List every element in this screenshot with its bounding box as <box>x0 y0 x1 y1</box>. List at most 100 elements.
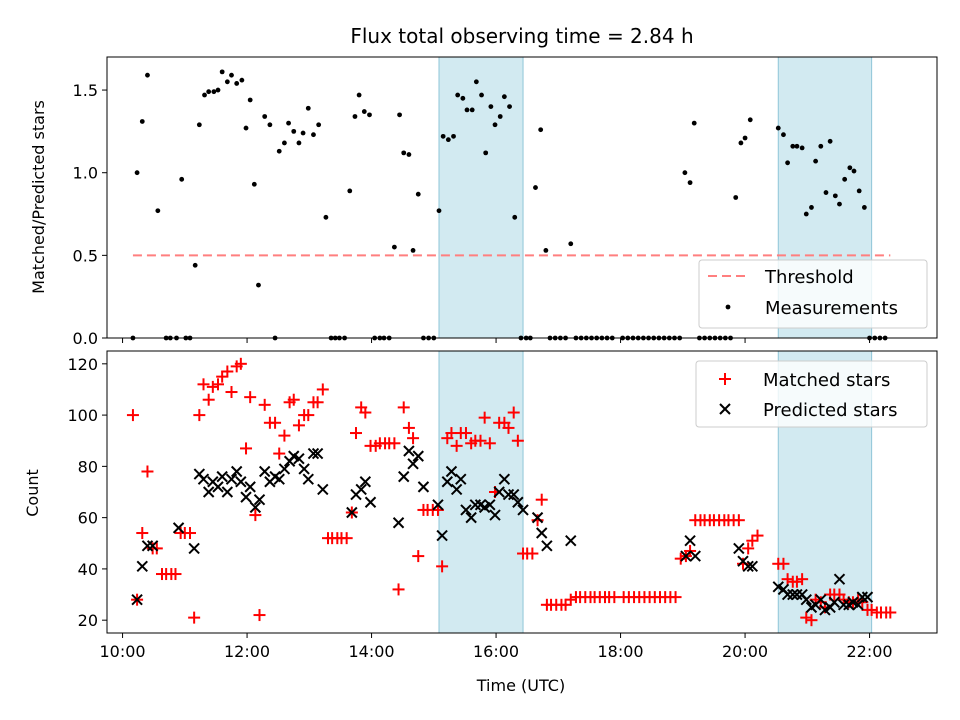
measurement-point <box>305 105 311 111</box>
measurement-point <box>492 122 498 128</box>
measurement-point <box>469 107 475 113</box>
matched-star-point <box>136 527 149 540</box>
measurement-point <box>192 262 198 268</box>
measurement-point <box>276 148 282 154</box>
count-x-tick-label: 22:00 <box>847 642 893 661</box>
measurement-point <box>440 133 446 139</box>
measurement-point <box>451 133 456 139</box>
matched-star-point <box>225 386 238 399</box>
matched-star-point <box>388 437 401 450</box>
ratio-y-tick-label: 0.5 <box>73 246 98 265</box>
measurement-point <box>206 89 212 95</box>
measurement-point <box>682 170 688 176</box>
measurement-point <box>243 125 249 131</box>
matched-star-point <box>206 380 219 393</box>
measurement-point <box>568 241 574 247</box>
measurement-point <box>794 143 800 149</box>
matched-star-point <box>253 609 266 622</box>
measurement-point <box>455 92 461 98</box>
predicted-star-point <box>230 465 243 478</box>
matched-star-point <box>244 391 257 404</box>
measurement-point <box>842 176 848 182</box>
measurement-point <box>501 94 507 100</box>
matched-star-point <box>459 427 472 440</box>
predicted-star-point <box>517 504 529 516</box>
matched-star-point <box>141 465 154 478</box>
ratio-y-axis-label: Matched/Predicted stars <box>29 100 48 294</box>
measurement-point <box>827 138 833 144</box>
matched-star-point <box>350 427 362 440</box>
measurement-point <box>488 104 494 109</box>
predicted-star-point <box>278 463 291 475</box>
predicted-star-point <box>436 529 448 542</box>
predicted-star-point <box>407 458 419 470</box>
matched-star-point <box>287 393 300 406</box>
measurement-point <box>847 165 853 171</box>
matched-star-point <box>478 411 491 424</box>
matched-star-point <box>790 575 803 588</box>
matched-star-point <box>302 409 315 422</box>
measurement-point <box>367 112 372 118</box>
predicted-star-point <box>188 542 200 555</box>
count-y-tick-label: 120 <box>67 355 98 374</box>
predicted-star-point <box>403 445 415 457</box>
predicted-star-point <box>680 550 692 562</box>
matched-star-point <box>531 514 544 527</box>
predicted-star-point <box>450 483 463 496</box>
measurement-point <box>234 81 240 86</box>
predicted-star-point <box>359 476 372 488</box>
matched-star-point <box>407 432 420 445</box>
measurement-point <box>262 114 268 119</box>
matched-star-point <box>781 573 794 586</box>
predicted-star-point <box>791 588 803 601</box>
measurement-point <box>861 205 867 210</box>
matched-star-point <box>216 370 229 383</box>
measurement-point <box>391 244 397 250</box>
measurement-point <box>803 211 809 217</box>
measurement-point <box>832 193 838 199</box>
predicted-star-point <box>852 599 864 611</box>
ratio-plot-frame <box>106 56 938 339</box>
measurement-point <box>296 140 302 146</box>
matched-star-point <box>234 357 247 370</box>
predicted-star-point <box>455 473 467 485</box>
matched-star-point <box>150 542 163 555</box>
predicted-star-point <box>498 473 511 485</box>
measurement-point <box>256 282 261 288</box>
predicted-star-point <box>307 447 320 460</box>
measurement-point <box>219 69 225 75</box>
matched-star-point <box>273 447 286 460</box>
measurement-point <box>687 180 693 186</box>
matched-star-point <box>359 406 372 419</box>
count-plot-frame <box>106 350 938 634</box>
predicted-star-point <box>392 517 405 529</box>
predicted-star-point <box>742 560 754 573</box>
ratio-legend-box <box>698 259 928 329</box>
predicted-star-point <box>746 560 759 573</box>
measurement-point <box>239 77 245 83</box>
predicted-star-point <box>298 463 310 475</box>
count-y-tick-label: 60 <box>78 509 98 528</box>
measurement-point <box>361 109 367 114</box>
count-y-ticks: 20 40 60 80 100 120 <box>67 355 107 630</box>
measurement-point <box>215 87 221 93</box>
predicted-star-point <box>833 573 846 585</box>
measurement-point <box>211 89 217 95</box>
count-x-axis-label: Time (UTC) <box>476 676 565 695</box>
matched-star-point <box>340 532 353 545</box>
predicted-star-point <box>828 596 840 608</box>
predicted-star-point <box>273 473 285 485</box>
predicted-star-point <box>489 509 501 521</box>
chart-title: Flux total observing time = 2.84 h <box>350 24 693 48</box>
count-x-tick-label: 12:00 <box>224 642 270 661</box>
measurement-point <box>790 143 796 149</box>
measurement-point <box>538 127 544 133</box>
predicted-star-point <box>417 481 430 493</box>
ratio-x-ticks <box>122 338 871 343</box>
measurement-point <box>823 190 829 195</box>
measurement-point <box>473 79 479 85</box>
matched-star-point <box>193 409 206 422</box>
ratio-y-ticks: 0.0 0.5 1.0 1.5 <box>73 81 107 348</box>
count-x-tick-label: 14:00 <box>349 642 395 661</box>
matched-star-point <box>865 603 878 616</box>
